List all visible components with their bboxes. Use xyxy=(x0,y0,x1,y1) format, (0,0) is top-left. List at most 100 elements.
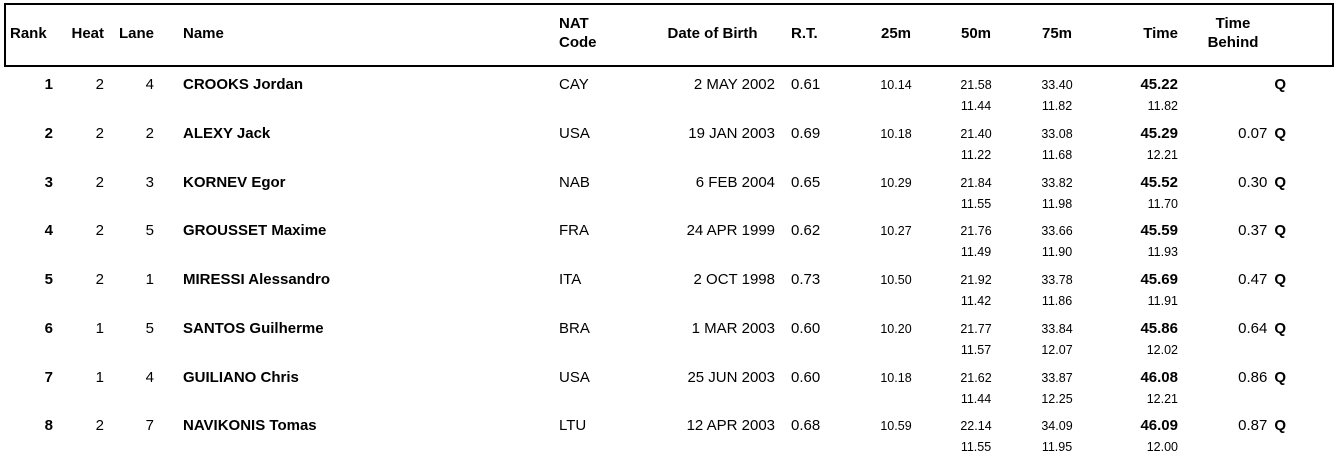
nat-code-header-line1: NAT xyxy=(559,15,589,32)
split-75m-value: 33.78 xyxy=(1041,273,1073,287)
final-time-lap: 11.93 xyxy=(1147,245,1178,260)
split-25m-cell: 10.18 xyxy=(848,363,944,412)
split-50m-value: 21.92 xyxy=(960,273,992,287)
split-50m-cell: 21.84 11.55 xyxy=(944,168,1008,217)
split-50m-lap: 11.57 xyxy=(960,342,992,357)
header-row: Rank Heat Lane Name NAT Code Date of Bir… xyxy=(0,0,1344,70)
final-time-lap: 12.00 xyxy=(1146,440,1178,455)
col-header-reaction-time: R.T. xyxy=(791,24,818,42)
split-75m-lap: 12.07 xyxy=(1041,342,1073,357)
heat-value: 2 xyxy=(95,76,104,93)
lane-cell: 7 xyxy=(106,411,156,460)
reaction-time-cell: 0.61 xyxy=(780,70,848,119)
split-50m-lap: 11.44 xyxy=(960,391,992,406)
date-of-birth-cell: 25 JUN 2003 xyxy=(645,363,780,412)
swimmer-name: NAVIKONIS Tomas xyxy=(183,417,317,435)
split-75m-lap: 12.25 xyxy=(1041,391,1073,406)
split-25m-cell: 10.14 xyxy=(848,70,944,119)
name-cell: MIRESSI Alessandro xyxy=(156,265,540,314)
lane-value: 7 xyxy=(145,417,154,435)
qualified-badge: Q xyxy=(1274,417,1286,435)
final-time-cell: 45.29 12.21 xyxy=(1106,119,1180,168)
split-25m-cell: 10.18 xyxy=(848,119,944,168)
split-50m-lap: 11.44 xyxy=(960,99,992,113)
qualified-badge: Q xyxy=(1274,76,1286,93)
results-body: 1 2 4 CROOKS Jordan CAY 2 MAY 2002 0.61 … xyxy=(0,70,1344,460)
lane-cell: 4 xyxy=(106,363,156,412)
table-row: 2 2 2 ALEXY Jack USA 19 JAN 2003 0.69 10… xyxy=(0,119,1344,168)
time-behind-cell: 0.86 Q xyxy=(1180,363,1344,412)
rank-value: 2 xyxy=(44,124,53,142)
split-75m-cell: 33.82 11.98 xyxy=(1008,168,1106,217)
final-time-value: 45.22 xyxy=(1140,76,1178,93)
split-50m-value: 21.76 xyxy=(960,224,992,239)
split-75m-lap: 11.90 xyxy=(1041,245,1073,260)
col-header-name: Name xyxy=(183,24,224,42)
split-75m-lap: 11.95 xyxy=(1041,440,1073,455)
nat-code-header-line2: Code xyxy=(559,34,597,51)
split-50m-value: 22.14 xyxy=(960,419,992,434)
split-75m-value: 33.66 xyxy=(1041,224,1073,239)
swimmer-name: ALEXY Jack xyxy=(183,124,271,142)
col-header-75m: 75m xyxy=(1041,24,1073,42)
date-of-birth-cell: 6 FEB 2004 xyxy=(645,168,780,217)
split-50m-lap: 11.22 xyxy=(960,147,992,162)
col-header-time: Time xyxy=(1143,24,1178,42)
nat-code-value: CAY xyxy=(559,76,589,93)
nat-code-cell: NAB xyxy=(540,168,645,217)
split-25m-cell: 10.59 xyxy=(848,411,944,460)
nat-code-value: USA xyxy=(559,124,590,142)
time-behind-value: 0.37 xyxy=(1238,222,1268,240)
heat-value: 1 xyxy=(95,319,104,337)
nat-code-cell: USA xyxy=(540,119,645,168)
nat-code-cell: ITA xyxy=(540,265,645,314)
time-behind-header-line1: Time xyxy=(1215,15,1251,32)
date-of-birth-value: 2 OCT 1998 xyxy=(693,271,775,288)
split-25m-cell: 10.27 xyxy=(848,216,944,265)
date-of-birth-value: 12 APR 2003 xyxy=(686,417,775,435)
final-time-cell: 45.59 11.93 xyxy=(1106,216,1180,265)
split-25m-value: 10.18 xyxy=(880,370,912,385)
table-row: 1 2 4 CROOKS Jordan CAY 2 MAY 2002 0.61 … xyxy=(0,70,1344,119)
nat-code-value: FRA xyxy=(559,222,589,240)
name-cell: KORNEV Egor xyxy=(156,168,540,217)
time-behind-cell: 0.37 Q xyxy=(1180,216,1344,265)
date-of-birth-cell: 2 MAY 2002 xyxy=(645,70,780,119)
heat-value: 2 xyxy=(95,124,104,142)
split-75m-value: 33.08 xyxy=(1041,126,1073,141)
rank-cell: 5 xyxy=(0,265,56,314)
col-header-time-behind: Time Behind xyxy=(1180,0,1344,70)
split-50m-value: 21.84 xyxy=(960,175,992,190)
swimmer-name: MIRESSI Alessandro xyxy=(183,271,330,288)
split-25m-value: 10.18 xyxy=(880,126,912,141)
nat-code-cell: LTU xyxy=(540,411,645,460)
date-of-birth-value: 6 FEB 2004 xyxy=(695,173,775,191)
date-of-birth-cell: 1 MAR 2003 xyxy=(645,314,780,363)
rank-value: 8 xyxy=(44,417,53,435)
time-behind-value: 0.64 xyxy=(1238,319,1268,337)
heat-value: 2 xyxy=(95,173,104,191)
heat-cell: 2 xyxy=(56,265,106,314)
reaction-time-cell: 0.69 xyxy=(780,119,848,168)
nat-code-cell: USA xyxy=(540,363,645,412)
reaction-time-value: 0.60 xyxy=(791,368,821,386)
final-time-cell: 45.86 12.02 xyxy=(1106,314,1180,363)
split-75m-cell: 33.87 12.25 xyxy=(1008,363,1106,412)
reaction-time-value: 0.69 xyxy=(791,124,821,142)
heat-cell: 2 xyxy=(56,168,106,217)
table-row: 7 1 4 GUILIANO Chris USA 25 JUN 2003 0.6… xyxy=(0,363,1344,412)
swimmer-name: GROUSSET Maxime xyxy=(183,222,327,240)
lane-value: 2 xyxy=(145,124,154,142)
reaction-time-cell: 0.62 xyxy=(780,216,848,265)
table-row: 5 2 1 MIRESSI Alessandro ITA 2 OCT 1998 … xyxy=(0,265,1344,314)
heat-cell: 1 xyxy=(56,314,106,363)
col-header-date-of-birth: Date of Birth xyxy=(667,24,758,42)
nat-code-value: LTU xyxy=(559,417,587,435)
split-50m-value: 21.40 xyxy=(960,126,992,141)
split-75m-lap: 11.86 xyxy=(1041,294,1073,308)
time-behind-value: 0.30 xyxy=(1238,173,1268,191)
nat-code-cell: CAY xyxy=(540,70,645,119)
lane-cell: 5 xyxy=(106,216,156,265)
final-time-lap: 11.82 xyxy=(1147,99,1178,113)
